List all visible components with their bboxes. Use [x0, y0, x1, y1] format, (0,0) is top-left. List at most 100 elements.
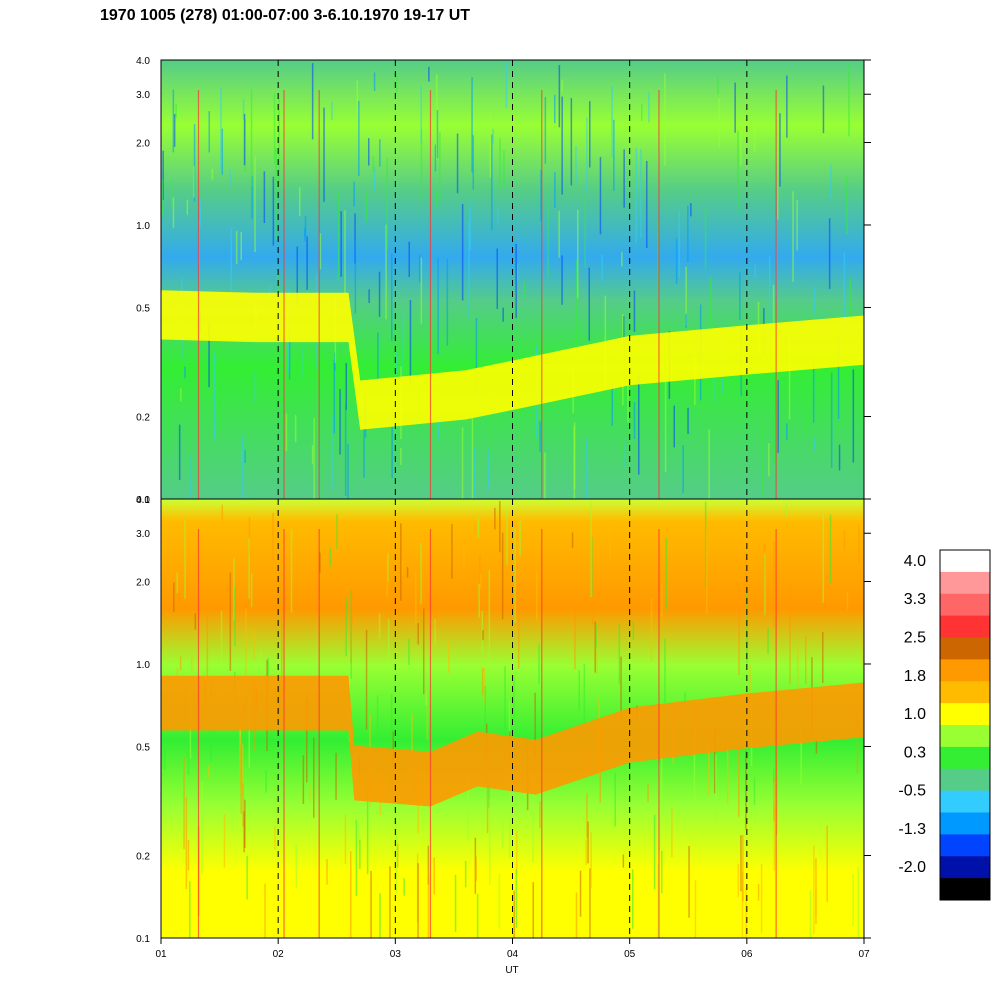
streak: [408, 638, 410, 665]
streak: [761, 421, 764, 499]
streak: [796, 199, 798, 251]
streak: [623, 440, 625, 469]
streak: [773, 804, 776, 872]
streak: [518, 607, 520, 669]
streak: [345, 363, 347, 410]
streak: [857, 867, 859, 938]
streak: [813, 286, 816, 314]
streak: [401, 560, 404, 576]
streak: [614, 773, 616, 827]
streak: [862, 637, 865, 667]
streak: [366, 786, 369, 875]
streak: [826, 825, 828, 902]
y-tick-label: 0.1: [136, 495, 150, 506]
streak: [489, 798, 491, 885]
streak: [340, 211, 342, 277]
streak: [288, 329, 291, 380]
streak: [648, 92, 650, 123]
streak: [578, 670, 580, 711]
streak: [502, 307, 504, 322]
streak: [461, 427, 464, 499]
streak: [179, 656, 182, 671]
streak: [534, 692, 536, 757]
streak: [852, 873, 854, 927]
streak: [239, 708, 241, 788]
streak: [188, 431, 191, 479]
streak: [519, 520, 521, 556]
streak: [675, 238, 678, 285]
streak: [646, 160, 648, 249]
streak: [189, 881, 191, 938]
streak: [773, 384, 775, 465]
streak: [344, 404, 347, 496]
streak: [738, 745, 740, 817]
streak: [428, 66, 430, 82]
streak: [611, 383, 613, 426]
y-tick-label: 0.2: [136, 852, 150, 863]
streak: [161, 179, 164, 216]
streak: [229, 572, 232, 671]
streak: [373, 167, 376, 187]
streak: [590, 501, 592, 597]
colorbar-segment: [940, 790, 990, 814]
streak: [623, 149, 625, 208]
streak: [708, 731, 710, 796]
streak: [805, 390, 808, 434]
streak: [240, 231, 242, 260]
streak: [175, 104, 177, 118]
streak: [554, 94, 556, 124]
streak: [492, 128, 494, 144]
streak: [843, 530, 846, 551]
streak: [344, 210, 346, 297]
streak: [353, 181, 355, 207]
streak: [319, 233, 322, 270]
streak: [501, 819, 504, 849]
streak: [355, 819, 358, 897]
streak: [248, 516, 251, 556]
streak: [477, 517, 480, 538]
streak: [461, 204, 464, 301]
streak: [250, 89, 253, 187]
colorbar-segment: [940, 878, 990, 901]
streak: [494, 507, 496, 530]
streak: [613, 119, 615, 191]
streak: [504, 666, 506, 756]
streak: [506, 506, 508, 565]
streak: [409, 300, 412, 385]
streak: [260, 652, 262, 683]
streak: [688, 846, 690, 918]
streak: [611, 86, 613, 158]
streak: [229, 170, 231, 186]
colorbar-segment: [940, 834, 990, 857]
streak: [439, 132, 441, 187]
streak: [693, 723, 696, 802]
streak: [191, 657, 193, 672]
streak: [764, 553, 766, 616]
streak: [815, 739, 818, 754]
streak: [587, 821, 589, 864]
streak: [815, 888, 817, 916]
streak: [471, 77, 473, 173]
y-tick-label: 4.0: [136, 56, 150, 67]
streak: [306, 236, 308, 290]
streak: [392, 731, 394, 765]
streak: [245, 608, 247, 691]
streak: [538, 644, 540, 684]
streak: [208, 321, 210, 388]
streak: [673, 405, 675, 448]
streak: [403, 878, 405, 896]
colorbar-label: -2.0: [898, 859, 926, 876]
streak: [828, 218, 831, 289]
panels: 0.10.20.51.02.03.04.00.10.20.51.02.03.04…: [136, 56, 871, 960]
streak: [198, 219, 200, 293]
streak: [813, 845, 815, 934]
colorbar-segment: [940, 659, 990, 682]
streak: [514, 527, 516, 623]
streak: [740, 835, 742, 892]
streak: [337, 192, 340, 280]
streak: [241, 743, 244, 797]
streak: [539, 801, 541, 829]
streak: [753, 777, 756, 805]
streak: [423, 608, 425, 695]
streak: [417, 863, 419, 938]
